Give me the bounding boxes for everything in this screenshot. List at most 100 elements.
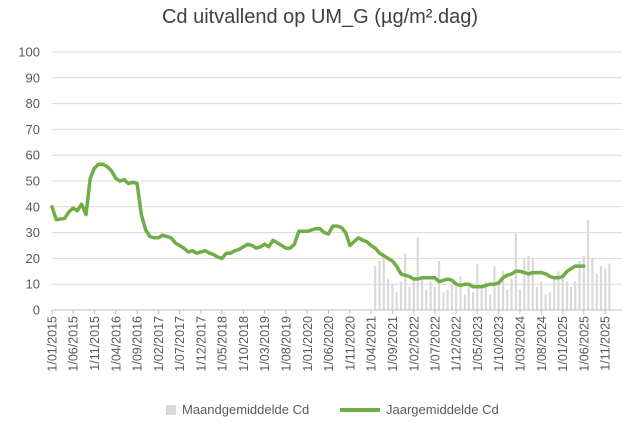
y-axis-ticks: 0 10 20 30 40 50 60 70 80 90 100 — [18, 45, 40, 318]
bar — [382, 258, 385, 310]
y-tick-label: 50 — [26, 174, 40, 189]
x-tick-label: 1/01/2020 — [301, 316, 315, 372]
bar — [467, 286, 470, 310]
bar — [472, 291, 475, 310]
x-tick-label: 1/05/2018 — [216, 316, 230, 372]
bar — [608, 263, 611, 310]
x-tick-label: 1/06/2015 — [67, 316, 81, 372]
bar — [484, 281, 487, 310]
x-tick-label: 1/09/2016 — [131, 316, 145, 372]
y-tick-label: 80 — [26, 96, 40, 111]
bar — [540, 281, 543, 310]
x-tick-label: 1/04/2021 — [365, 316, 379, 372]
bar — [480, 289, 483, 310]
x-tick-label: 1/12/2017 — [194, 316, 208, 372]
y-tick-label: 20 — [26, 251, 40, 266]
y-tick-label: 60 — [26, 148, 40, 163]
bar — [548, 291, 551, 310]
x-tick-label: 1/11/2015 — [88, 316, 102, 371]
bar — [459, 276, 462, 310]
bar — [433, 286, 436, 310]
legend-item-yearly: Jaargemiddelde Cd — [340, 402, 499, 417]
x-tick-label: 1/08/2019 — [279, 316, 293, 372]
x-tick-label: 1/09/2021 — [386, 316, 400, 372]
bar — [489, 294, 492, 310]
bar — [420, 276, 424, 310]
bar — [510, 279, 513, 310]
bar — [518, 289, 522, 310]
bar — [569, 286, 573, 310]
y-tick-label: 10 — [26, 277, 40, 292]
bar — [506, 289, 509, 310]
bar — [425, 289, 428, 310]
bar — [553, 279, 556, 310]
x-tick-label: 1/11/2020 — [343, 316, 357, 371]
bar — [497, 284, 500, 310]
x-tick-label: 1/04/2016 — [109, 316, 123, 372]
x-tick-label: 1/05/2023 — [471, 316, 485, 372]
bar — [463, 294, 466, 310]
bar — [595, 273, 598, 310]
bar — [446, 289, 449, 310]
bar — [586, 219, 590, 310]
x-tick-label: 1/12/2022 — [450, 316, 464, 372]
bar — [438, 260, 441, 310]
x-tick-label: 1/01/2025 — [556, 316, 570, 372]
legend-item-monthly: Maandgemiddelde Cd — [166, 402, 309, 417]
bar — [450, 284, 454, 310]
x-tick-label: 1/07/2017 — [173, 316, 187, 372]
y-tick-label: 30 — [26, 225, 40, 240]
x-tick-label: 1/10/2023 — [492, 316, 506, 372]
bar — [527, 255, 530, 310]
bar — [574, 281, 577, 310]
bar — [535, 286, 539, 310]
bar — [531, 258, 534, 310]
bar — [544, 294, 547, 310]
bar — [578, 260, 581, 310]
bar — [599, 266, 602, 310]
bar — [399, 281, 403, 310]
y-tick-label: 90 — [26, 70, 40, 85]
x-tick-label: 1/02/2017 — [152, 316, 166, 372]
bar — [604, 268, 607, 310]
bar — [429, 281, 432, 310]
y-tick-label: 40 — [26, 199, 40, 214]
series-line — [50, 162, 586, 289]
bar — [442, 291, 445, 310]
legend-label-monthly: Maandgemiddelde Cd — [182, 402, 310, 417]
x-tick-label: 1/08/2024 — [535, 316, 549, 372]
legend-swatch-line — [340, 407, 380, 412]
bar — [493, 266, 496, 310]
bar — [561, 276, 564, 310]
bar — [404, 253, 407, 310]
x-tick-label: 1/11/2025 — [599, 316, 613, 371]
x-axis-ticks: 1/01/2015 1/06/2015 1/11/2015 1/04/2016 1/09… — [46, 310, 613, 372]
x-tick-label: 1/06/2020 — [322, 316, 336, 372]
y-tick-label: 0 — [33, 303, 40, 318]
bar — [582, 255, 585, 310]
x-tick-label: 1/03/2019 — [258, 316, 272, 372]
x-tick-label: 1/01/2015 — [46, 316, 60, 372]
y-tick-label: 100 — [18, 45, 40, 60]
x-tick-label: 1/10/2018 — [237, 316, 251, 372]
x-tick-label: 1/06/2025 — [577, 316, 591, 372]
bar — [374, 266, 377, 310]
bar — [591, 258, 594, 310]
x-tick-label: 1/03/2024 — [513, 316, 527, 372]
bar — [408, 286, 411, 310]
yearly-line — [50, 162, 586, 289]
x-tick-label: 1/07/2022 — [428, 316, 442, 372]
bar — [378, 260, 381, 310]
legend-swatch-bar — [166, 404, 176, 415]
y-tick-label: 70 — [26, 122, 40, 137]
bar — [565, 281, 569, 310]
bar — [523, 258, 526, 310]
bar — [455, 286, 458, 310]
chart-title: Cd uitvallend op UM_G (µg/m².dag) — [161, 6, 479, 28]
bar — [557, 271, 560, 310]
bar — [395, 291, 398, 310]
bar — [501, 271, 505, 310]
x-tick-label: 1/02/2022 — [407, 316, 421, 372]
bar — [416, 237, 419, 310]
